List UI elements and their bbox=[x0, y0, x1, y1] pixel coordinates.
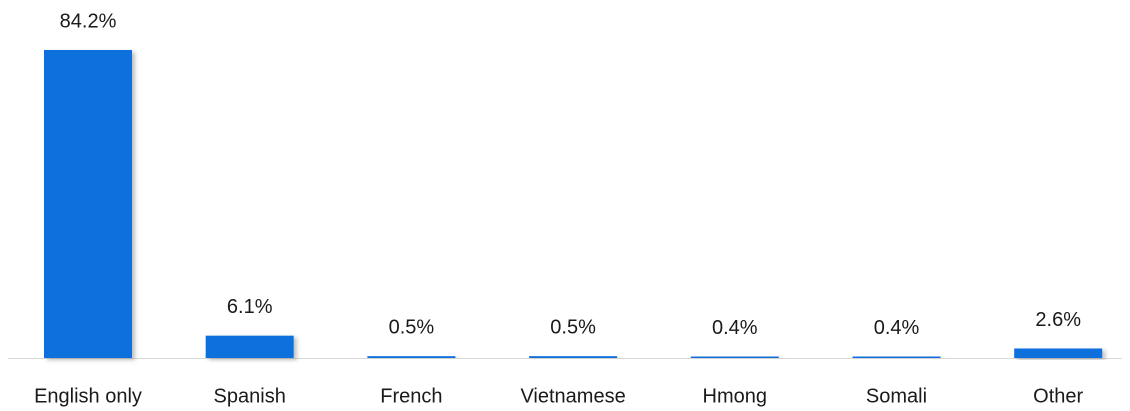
x-tick-label: Somali bbox=[866, 385, 927, 407]
value-label: 0.4% bbox=[874, 317, 920, 339]
value-label: 0.4% bbox=[712, 317, 758, 339]
x-tick-label: French bbox=[380, 385, 442, 407]
value-label: 2.6% bbox=[1035, 309, 1081, 331]
bar bbox=[690, 356, 779, 358]
value-label: 6.1% bbox=[227, 296, 273, 318]
bar bbox=[852, 356, 941, 358]
x-tick-label: English only bbox=[34, 385, 142, 407]
value-label: 0.5% bbox=[550, 316, 596, 338]
x-tick-label: Spanish bbox=[214, 385, 286, 407]
bar bbox=[529, 356, 618, 358]
value-label: 0.5% bbox=[389, 316, 435, 338]
x-tick-label: Other bbox=[1033, 385, 1083, 407]
bar bbox=[205, 335, 294, 358]
bar bbox=[44, 50, 132, 358]
bar bbox=[1014, 348, 1103, 358]
bar bbox=[367, 356, 456, 358]
x-tick-label: Hmong bbox=[703, 385, 767, 407]
value-label: 84.2% bbox=[60, 10, 117, 32]
x-tick-label: Vietnamese bbox=[520, 385, 625, 407]
